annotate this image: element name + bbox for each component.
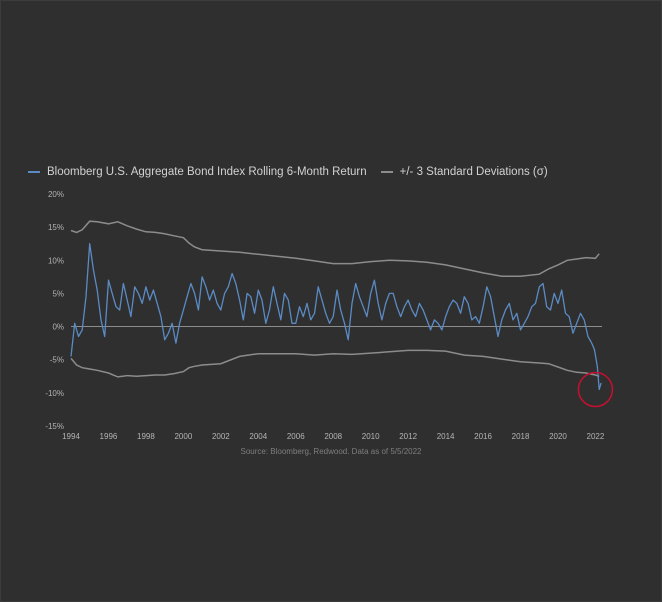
x-tick-label: 2020 xyxy=(549,432,567,441)
legend-label-std-dev: +/- 3 Standard Deviations (σ) xyxy=(399,166,548,178)
x-tick-label: 1994 xyxy=(62,432,80,441)
legend-label-bond-index: Bloomberg U.S. Aggregate Bond Index Roll… xyxy=(47,166,367,178)
highlight-circle xyxy=(577,371,614,408)
lower-band-line xyxy=(70,349,600,378)
x-tick-label: 2004 xyxy=(249,432,267,441)
y-tick-label: 0% xyxy=(52,323,64,332)
x-tick-label: 2008 xyxy=(324,432,342,441)
x-tick-label: 2006 xyxy=(287,432,305,441)
source-note: Source: Bloomberg, Redwood. Data as of 5… xyxy=(240,447,422,456)
x-tick-label: 2022 xyxy=(587,432,605,441)
y-tick-label: 20% xyxy=(48,190,64,199)
legend-item-bond-index: Bloomberg U.S. Aggregate Bond Index Roll… xyxy=(28,166,367,178)
bond-index-return-line xyxy=(70,243,602,391)
x-tick-label: 2000 xyxy=(174,432,192,441)
x-tick-label: 2012 xyxy=(399,432,417,441)
y-tick-label: -15% xyxy=(45,422,64,431)
x-tick-label: 1996 xyxy=(100,432,118,441)
y-tick-label: 10% xyxy=(48,256,64,265)
x-tick-label: 1998 xyxy=(137,432,155,441)
x-tick-label: 2014 xyxy=(437,432,455,441)
legend-item-std-dev: +/- 3 Standard Deviations (σ) xyxy=(380,166,548,178)
x-tick-label: 2010 xyxy=(362,432,380,441)
upper-band-line xyxy=(70,220,600,277)
x-tick-label: 2016 xyxy=(474,432,492,441)
y-tick-label: 5% xyxy=(52,289,64,298)
x-tick-label: 2018 xyxy=(512,432,530,441)
x-tick-label: 2002 xyxy=(212,432,230,441)
y-tick-label: -5% xyxy=(50,356,64,365)
legend: Bloomberg U.S. Aggregate Bond Index Roll… xyxy=(28,166,562,178)
legend-swatch-std-dev xyxy=(380,171,393,173)
legend-swatch-bond-index xyxy=(28,171,40,173)
y-tick-label: -10% xyxy=(45,389,64,398)
y-tick-label: 15% xyxy=(48,223,64,232)
